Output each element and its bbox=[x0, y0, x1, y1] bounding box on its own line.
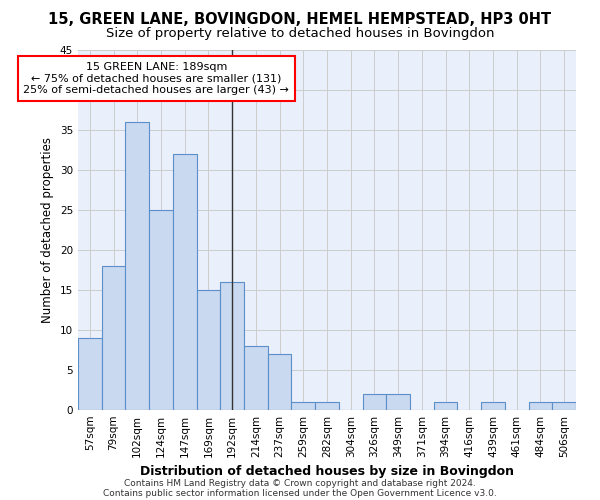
Bar bbox=[481, 402, 505, 410]
Y-axis label: Number of detached properties: Number of detached properties bbox=[41, 137, 55, 323]
Bar bbox=[552, 402, 576, 410]
Text: 15, GREEN LANE, BOVINGDON, HEMEL HEMPSTEAD, HP3 0HT: 15, GREEN LANE, BOVINGDON, HEMEL HEMPSTE… bbox=[49, 12, 551, 28]
Bar bbox=[220, 282, 244, 410]
Bar bbox=[149, 210, 173, 410]
Bar bbox=[244, 346, 268, 410]
Bar bbox=[268, 354, 292, 410]
Bar bbox=[529, 402, 552, 410]
X-axis label: Distribution of detached houses by size in Bovingdon: Distribution of detached houses by size … bbox=[140, 466, 514, 478]
Bar bbox=[434, 402, 457, 410]
Bar bbox=[362, 394, 386, 410]
Text: Size of property relative to detached houses in Bovingdon: Size of property relative to detached ho… bbox=[106, 28, 494, 40]
Bar bbox=[315, 402, 339, 410]
Bar bbox=[78, 338, 102, 410]
Text: Contains HM Land Registry data © Crown copyright and database right 2024.: Contains HM Land Registry data © Crown c… bbox=[124, 478, 476, 488]
Bar bbox=[386, 394, 410, 410]
Bar bbox=[125, 122, 149, 410]
Bar bbox=[102, 266, 125, 410]
Text: 15 GREEN LANE: 189sqm
← 75% of detached houses are smaller (131)
25% of semi-det: 15 GREEN LANE: 189sqm ← 75% of detached … bbox=[23, 62, 289, 95]
Bar bbox=[292, 402, 315, 410]
Text: Contains public sector information licensed under the Open Government Licence v3: Contains public sector information licen… bbox=[103, 488, 497, 498]
Bar bbox=[197, 290, 220, 410]
Bar bbox=[173, 154, 197, 410]
